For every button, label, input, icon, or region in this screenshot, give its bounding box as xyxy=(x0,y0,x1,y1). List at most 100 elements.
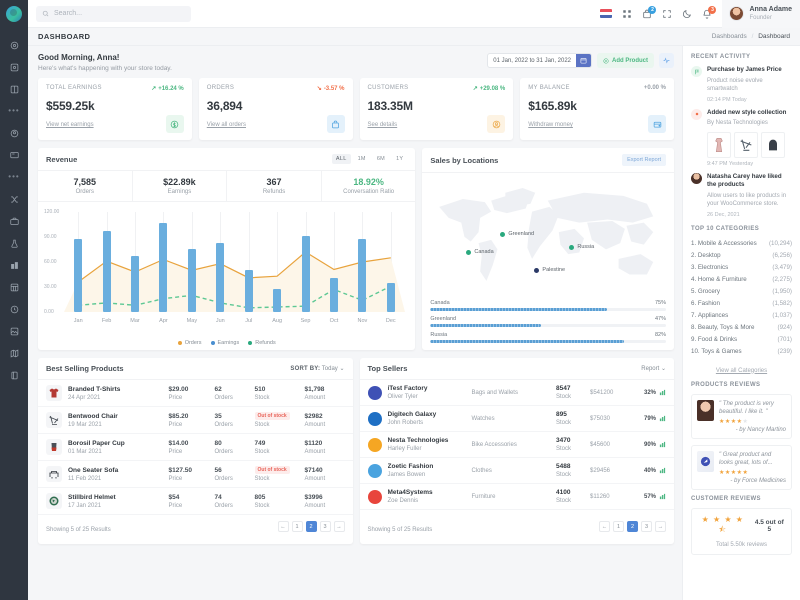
calendar-icon[interactable] xyxy=(576,54,591,67)
map-pin-russia[interactable]: Russia xyxy=(569,244,594,250)
table-row[interactable]: Meta4Systems Zoe Dennis Furniture 4100 Stock… xyxy=(359,484,674,510)
page-button[interactable]: 3 xyxy=(319,521,331,532)
table-row[interactable]: Nesta Technologies Harley Fuller Bike Acce… xyxy=(359,432,674,458)
table-row[interactable]: Stillbird Helmet 17 Jan 2021 $54 Price 74 Ord… xyxy=(38,488,353,515)
category-item[interactable]: 5. Grocery (1,950) xyxy=(691,286,792,298)
bag2-icon[interactable] xyxy=(761,131,785,158)
chart-bar[interactable] xyxy=(187,248,196,312)
dots-icon[interactable]: ••• xyxy=(8,106,20,115)
category-item[interactable]: 1. Mobile & Accessories (10,294) xyxy=(691,238,792,250)
page-button[interactable]: → xyxy=(655,521,666,532)
dress-icon[interactable] xyxy=(707,131,731,158)
layout-icon[interactable] xyxy=(0,78,28,100)
chart-bar[interactable] xyxy=(301,236,310,312)
chart-bar[interactable] xyxy=(131,256,140,312)
shuffle-icon[interactable] xyxy=(0,188,28,210)
report-dropdown[interactable]: Report ⌄ xyxy=(641,365,666,372)
book-icon[interactable] xyxy=(0,364,28,386)
chart-bar[interactable] xyxy=(273,288,282,312)
page-button[interactable]: 2 xyxy=(305,521,317,532)
clock-icon[interactable] xyxy=(0,298,28,320)
chair2-icon[interactable] xyxy=(734,131,758,158)
apps-grid-icon[interactable] xyxy=(622,9,632,19)
map-body[interactable]: Greenland Canada Russia Palestine xyxy=(422,173,674,296)
activity-item-like[interactable]: Natasha Carey have liked the products Al… xyxy=(691,172,792,218)
chart-bar[interactable] xyxy=(159,222,168,312)
export-report-button[interactable]: Export Report xyxy=(622,154,666,166)
date-range-picker[interactable]: 01 Jan, 2022 to 31 Jan, 2022 xyxy=(487,53,592,68)
chart-bar[interactable] xyxy=(216,242,225,312)
range-all[interactable]: ALL xyxy=(331,154,351,164)
table-row[interactable]: Zoetic Fashion James Bowen Clothes 5488 Stoc… xyxy=(359,458,674,484)
page-button[interactable]: 1 xyxy=(291,521,303,532)
map-icon[interactable] xyxy=(0,342,28,364)
table-row[interactable]: Digitech Galaxy John Roberts Watches 895 Sto… xyxy=(359,406,674,432)
activity-item-purchase[interactable]: Purchase by James Price Product noise ev… xyxy=(691,66,792,103)
category-item[interactable]: 9. Food & Drinks (701) xyxy=(691,334,792,346)
breadcrumb-parent[interactable]: Dashboards xyxy=(711,33,747,40)
language-flag-icon[interactable] xyxy=(600,9,613,18)
range-1y[interactable]: 1Y xyxy=(396,156,404,162)
range-6m[interactable]: 6M xyxy=(376,156,386,162)
chart-bar[interactable] xyxy=(386,282,395,312)
category-item[interactable]: 10. Toys & Games (239) xyxy=(691,346,792,358)
flask-icon[interactable] xyxy=(0,232,28,254)
grid-icon[interactable] xyxy=(0,276,28,298)
range-1m[interactable]: 1M xyxy=(357,156,366,162)
user-menu[interactable]: Anna Adame Founder xyxy=(722,0,800,28)
image-icon[interactable] xyxy=(0,320,28,342)
bell-icon[interactable]: 3 xyxy=(702,5,717,19)
activity-item-collection[interactable]: Added new style collection By Nesta Tech… xyxy=(691,108,792,167)
stat-card-my-balance[interactable]: MY BALANCE +0.00 % $165.89k Withdraw mon… xyxy=(520,78,674,140)
chart-bar[interactable] xyxy=(74,238,83,312)
category-item[interactable]: 3. Electronics (3,479) xyxy=(691,262,792,274)
view-all-categories-link[interactable]: View all Categories xyxy=(715,367,768,374)
category-item[interactable]: 4. Home & Furniture (2,275) xyxy=(691,274,792,286)
stat-link[interactable]: See details xyxy=(367,122,398,128)
map-pin-palestine[interactable]: Palestine xyxy=(534,267,565,273)
monitor-icon[interactable] xyxy=(0,144,28,166)
page-button[interactable]: ← xyxy=(277,521,289,532)
building-icon[interactable] xyxy=(0,254,28,276)
map-pin-canada[interactable]: Canada xyxy=(466,249,494,255)
add-product-button[interactable]: Add Product xyxy=(597,53,654,68)
stat-card-orders[interactable]: ORDERS ↘ -3.57 % 36,894 View all orders xyxy=(198,78,353,140)
page-button[interactable]: ← xyxy=(599,521,610,532)
stat-link[interactable]: View net earnings xyxy=(46,122,94,128)
fullscreen-icon[interactable] xyxy=(662,9,672,19)
page-button[interactable]: 1 xyxy=(613,521,624,532)
map-pin-greenland[interactable]: Greenland xyxy=(500,231,534,237)
app-logo-icon[interactable] xyxy=(6,6,22,22)
search-input[interactable]: Search... xyxy=(36,5,191,22)
legend-orders[interactable]: Orders xyxy=(177,340,202,346)
stat-card-total-earnings[interactable]: TOTAL EARNINGS ↗ +16.24 % $559.25k View n… xyxy=(38,78,192,140)
cart-icon[interactable]: 2 xyxy=(642,5,657,19)
category-item[interactable]: 7. Appliances (1,037) xyxy=(691,310,792,322)
page-button[interactable]: 2 xyxy=(627,521,638,532)
table-row[interactable]: Borosil Paper Cup 01 Mar 2021 $14.00 Price 8… xyxy=(38,434,353,461)
legend-refunds[interactable]: Refunds xyxy=(248,340,276,346)
briefcase-icon[interactable] xyxy=(0,210,28,232)
page-button[interactable]: → xyxy=(333,521,345,532)
chart-bar[interactable] xyxy=(102,231,111,312)
stat-link[interactable]: View all orders xyxy=(206,122,246,128)
dots2-icon[interactable]: ••• xyxy=(8,172,20,181)
category-item[interactable]: 2. Desktop (6,256) xyxy=(691,250,792,262)
chart-bar[interactable] xyxy=(358,238,367,312)
camera-icon[interactable] xyxy=(0,34,28,56)
table-row[interactable]: Branded T-Shirts 24 Apr 2021 $29.00 Price 62… xyxy=(38,380,353,407)
date-range-value[interactable]: 01 Jan, 2022 to 31 Jan, 2022 xyxy=(493,57,571,64)
table-row[interactable]: One Seater Sofa 11 Feb 2021 $127.50 Price 56… xyxy=(38,461,353,488)
page-button[interactable]: 3 xyxy=(641,521,652,532)
stat-card-customers[interactable]: CUSTOMERS ↗ +29.08 % 183.35M See details xyxy=(359,78,514,140)
category-item[interactable]: 8. Beauty, Toys & More (924) xyxy=(691,322,792,334)
stat-link[interactable]: Withdraw money xyxy=(528,122,573,128)
sort-by-dropdown[interactable]: SORT BY: Today ⌄ xyxy=(290,365,344,372)
user-circle-icon[interactable] xyxy=(0,122,28,144)
chart-bar[interactable] xyxy=(329,277,338,312)
table-row[interactable]: Bentwood Chair 19 Mar 2021 $85.20 Price 35 Or… xyxy=(38,407,353,434)
legend-earnings[interactable]: Earnings xyxy=(210,340,239,346)
pulse-icon[interactable] xyxy=(659,53,674,68)
dashboard-icon[interactable] xyxy=(0,56,28,78)
category-item[interactable]: 6. Fashion (1,582) xyxy=(691,298,792,310)
